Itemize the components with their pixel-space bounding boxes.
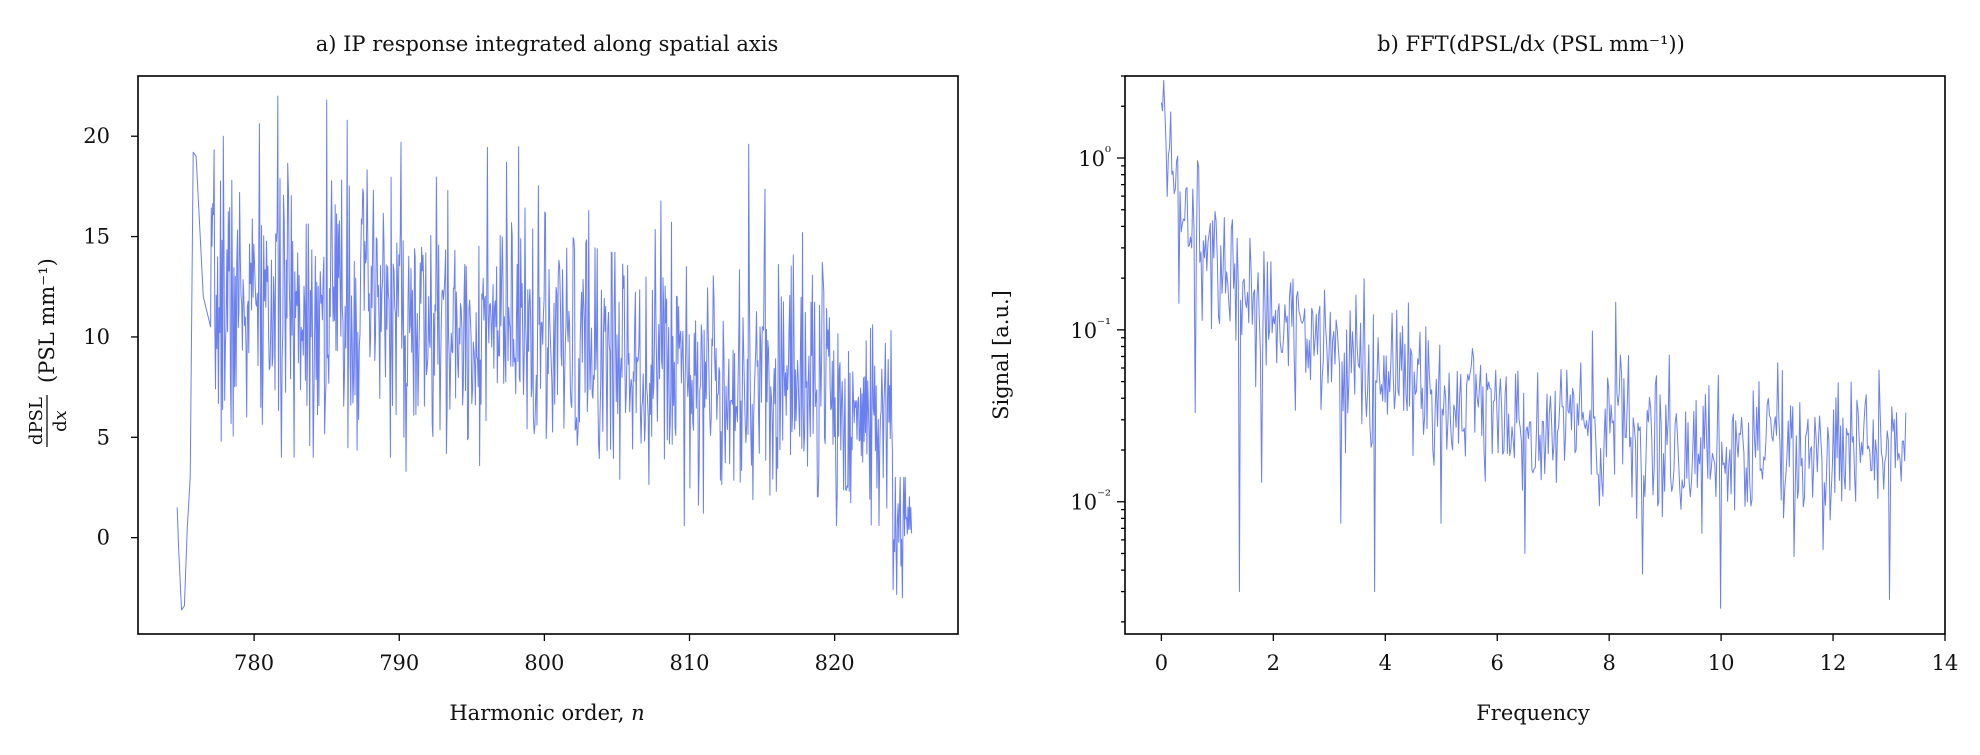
panel-a-plot-area <box>176 95 913 611</box>
panel-b-x-tick-label: 4 <box>1379 651 1392 675</box>
panel-a-y-label-denominator: dx <box>50 410 71 432</box>
panel-b-y-axis: 10⁰ 10⁻¹ 10⁻² <box>1070 75 1125 623</box>
panel-b-x-label: Frequency <box>1476 701 1590 725</box>
panel-a-x-tick-label: 780 <box>234 651 274 675</box>
panel-a-x-tick-label: 800 <box>524 651 564 675</box>
panel-b-x-tick-label: 6 <box>1491 651 1504 675</box>
panel-a-x-tick-label: 810 <box>669 651 709 675</box>
panel-b-x-tick-label: 14 <box>1932 651 1959 675</box>
panel-b-x-tick-label: 12 <box>1820 651 1847 675</box>
panel-b-y-label: Signal [a.u.] <box>989 290 1013 420</box>
panel-a-axes-frame <box>137 75 959 635</box>
panel-a-x-tick-label: 820 <box>815 651 855 675</box>
panel-b-y-tick-label: 10⁰ <box>1078 143 1111 171</box>
panel-b-series-line <box>1160 79 1907 609</box>
panel-a: a) IP response integrated along spatial … <box>26 32 959 725</box>
panel-a-x-label: Harmonic order, n <box>449 701 644 725</box>
panel-b-x-tick-label: 8 <box>1602 651 1615 675</box>
panel-b-x-tick-label: 0 <box>1155 651 1168 675</box>
panel-a-y-label-units: (PSL mm⁻¹) <box>35 258 59 383</box>
panel-a-y-tick-label: 20 <box>83 124 110 148</box>
panel-a-y-label-numerator: dPSL <box>26 397 47 445</box>
panel-b-y-tick-label: 10⁻¹ <box>1070 315 1111 343</box>
panel-a-y-tick-label: 10 <box>83 325 110 349</box>
panel-b-y-tick-label: 10⁻² <box>1070 487 1111 515</box>
panel-a-y-label: dPSL dx (PSL mm⁻¹) <box>26 258 71 447</box>
panel-b: b) FFT(dPSL/dx (PSL mm⁻¹)) 0 2 4 6 8 10 12 14 1… <box>989 32 1958 725</box>
panel-a-x-tick-label: 790 <box>379 651 419 675</box>
panel-b-plot-area <box>1160 79 1907 609</box>
panel-b-x-tick-label: 2 <box>1267 651 1280 675</box>
panel-b-x-axis: 0 2 4 6 8 10 12 14 <box>1155 634 1959 675</box>
panel-a-y-tick-label: 5 <box>97 425 110 449</box>
panel-b-axes-frame <box>1124 75 1946 635</box>
panel-b-title: b) FFT(dPSL/dx (PSL mm⁻¹)) <box>1377 32 1685 56</box>
panel-a-title: a) IP response integrated along spatial … <box>316 32 779 56</box>
panel-a-series-line <box>176 95 913 611</box>
panel-a-x-axis: 780 790 800 810 820 <box>234 634 855 675</box>
panel-b-x-tick-label: 10 <box>1708 651 1735 675</box>
panel-a-y-axis: 0 5 10 15 20 <box>83 124 138 550</box>
panel-a-y-tick-label: 15 <box>83 225 110 249</box>
panel-a-y-tick-label: 0 <box>97 526 110 550</box>
